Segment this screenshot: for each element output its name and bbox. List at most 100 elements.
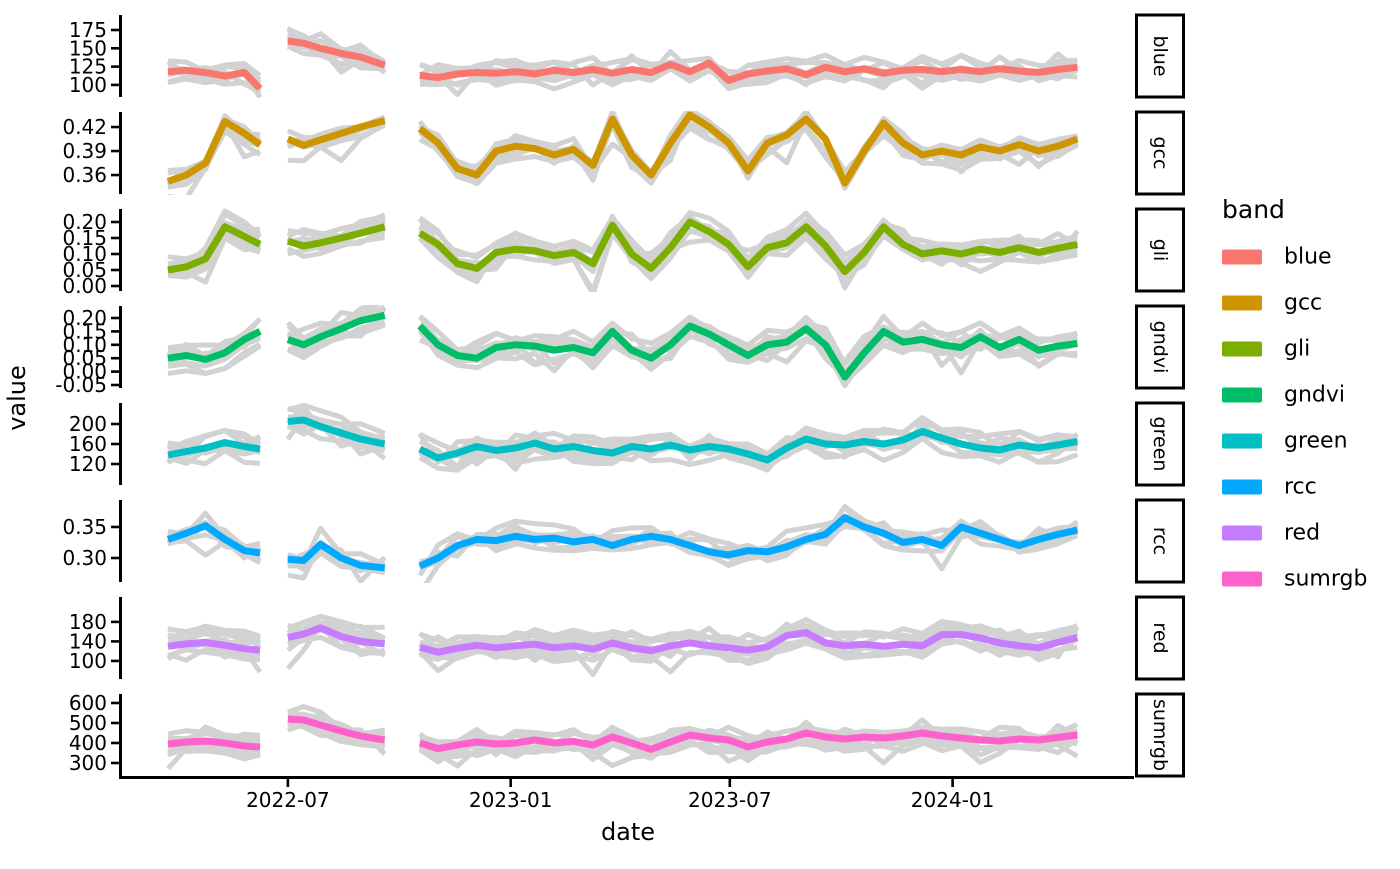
series-group bbox=[166, 402, 1079, 473]
legend-label: red bbox=[1284, 521, 1320, 546]
x-tick-label: 2023-01 bbox=[469, 788, 553, 812]
y-axis-title: value bbox=[3, 365, 31, 431]
y-tick-label: 300 bbox=[69, 751, 107, 775]
y-tick-label: 120 bbox=[69, 452, 107, 476]
legend-item-blue: blue bbox=[1222, 245, 1332, 270]
y-tick-label: 0.42 bbox=[62, 115, 107, 139]
legend-item-gcc: gcc bbox=[1222, 291, 1322, 316]
legend-label: blue bbox=[1284, 245, 1332, 270]
series-line-gndvi bbox=[167, 311, 1078, 381]
series-group bbox=[166, 26, 1079, 98]
y-tick-label: 0.10 bbox=[62, 333, 107, 357]
x-axis-title: date bbox=[601, 818, 655, 846]
facet-strip-box bbox=[1135, 692, 1185, 778]
y-tick-label: 140 bbox=[69, 629, 107, 653]
y-tick-label: 150 bbox=[69, 36, 107, 60]
facet-strip-label: gndvi bbox=[1149, 321, 1171, 374]
y-tick-label: 125 bbox=[69, 55, 107, 79]
facet-panel-gcc: 0.360.390.42 bbox=[62, 111, 1079, 195]
facet-strip-blue: blue bbox=[1135, 13, 1185, 99]
series-line-red bbox=[167, 624, 1079, 656]
y-tick-label: 0.05 bbox=[62, 258, 107, 282]
y-tick-label: 180 bbox=[69, 610, 107, 634]
y-tick-label: 160 bbox=[69, 432, 107, 456]
y-tick-label: 0.15 bbox=[62, 226, 107, 250]
x-tick-label: 2022-07 bbox=[246, 788, 330, 812]
legend-key-gndvi bbox=[1222, 387, 1262, 403]
x-tick-label: 2023-07 bbox=[688, 788, 772, 812]
y-tick-label: 0.00 bbox=[62, 274, 107, 298]
legend-label: gli bbox=[1284, 337, 1310, 362]
facet-strip-label: sumrgb bbox=[1149, 699, 1171, 771]
y-tick-label: 100 bbox=[69, 73, 107, 97]
facet-strip-rcc: rcc bbox=[1135, 498, 1185, 584]
legend-key-green bbox=[1222, 433, 1262, 449]
facet-strip-box bbox=[1135, 110, 1185, 196]
facet-strip-gcc: gcc bbox=[1135, 110, 1185, 196]
series-line-green bbox=[167, 416, 1078, 464]
facet-strip-box bbox=[1135, 498, 1185, 584]
series-group bbox=[166, 613, 1080, 678]
series-line-rcc bbox=[166, 514, 1079, 572]
y-tick-label: 0.39 bbox=[62, 139, 107, 163]
facet-strip-box bbox=[1135, 207, 1185, 293]
series-group bbox=[166, 504, 1079, 583]
y-tick-label: 0.20 bbox=[62, 306, 107, 330]
legend-title: band bbox=[1222, 195, 1285, 224]
series-group bbox=[166, 704, 1079, 771]
y-tick-label: 0.00 bbox=[62, 360, 107, 384]
facet-panel-gli: 0.000.050.100.150.20 bbox=[62, 208, 1080, 298]
series-group bbox=[167, 208, 1080, 292]
legend-label: green bbox=[1284, 429, 1348, 454]
facet-strip-sumrgb: sumrgb bbox=[1135, 692, 1185, 778]
background-series-line bbox=[167, 402, 1078, 465]
y-tick-label: 0.05 bbox=[62, 346, 107, 370]
legend-key-blue bbox=[1222, 249, 1262, 265]
legend-key-gcc bbox=[1222, 295, 1262, 311]
facet-strip-gli: gli bbox=[1135, 207, 1185, 293]
legend: blue gcc gli gndvi green rcc red sumrgb bbox=[1222, 245, 1367, 592]
legend-label: gcc bbox=[1284, 291, 1322, 316]
series-line-sumrgb bbox=[167, 715, 1078, 753]
y-tick-label: 0.15 bbox=[62, 319, 107, 343]
legend-item-red: red bbox=[1222, 521, 1320, 546]
background-series-line bbox=[167, 227, 1078, 292]
x-tick-label: 2024-01 bbox=[911, 788, 995, 812]
series-group bbox=[166, 111, 1079, 195]
y-tick-label: 100 bbox=[69, 649, 107, 673]
legend-label: sumrgb bbox=[1284, 567, 1367, 592]
facet-strip-box bbox=[1135, 401, 1185, 487]
y-tick-label: 0.20 bbox=[62, 210, 107, 234]
y-tick-label: 400 bbox=[69, 731, 107, 755]
facet-strip-label: green bbox=[1149, 417, 1171, 472]
facet-panel-rcc: 0.30 0.35 bbox=[62, 500, 1079, 583]
legend-item-gli: gli bbox=[1222, 337, 1310, 362]
legend-key-gli bbox=[1222, 341, 1262, 357]
y-tick-label: 0.35 bbox=[62, 515, 107, 539]
y-tick-label: 0.30 bbox=[62, 546, 107, 570]
legend-item-rcc: rcc bbox=[1222, 475, 1317, 500]
facet-strip-box bbox=[1135, 595, 1185, 681]
y-tick-label: 175 bbox=[69, 18, 107, 42]
facet-panels: 1001251501750.360.390.420.000.050.100.15… bbox=[55, 15, 1080, 776]
y-tick-label: 600 bbox=[69, 691, 107, 715]
legend-key-red bbox=[1222, 525, 1262, 541]
facet-strip-label: rcc bbox=[1149, 527, 1171, 555]
series-group bbox=[166, 305, 1079, 389]
facet-strip-label: blue bbox=[1149, 35, 1171, 76]
background-series-line bbox=[166, 720, 1078, 771]
series-line-gli bbox=[167, 218, 1078, 276]
facet-strip-red: red bbox=[1135, 595, 1185, 681]
series-line-gcc bbox=[166, 111, 1079, 187]
facet-strip-label: gcc bbox=[1149, 137, 1171, 170]
legend-item-gndvi: gndvi bbox=[1222, 383, 1345, 408]
legend-label: gndvi bbox=[1284, 383, 1345, 408]
facet-strip-label: red bbox=[1149, 622, 1171, 653]
y-tick-label: 500 bbox=[69, 711, 107, 735]
legend-item-green: green bbox=[1222, 429, 1348, 454]
legend-label: rcc bbox=[1284, 475, 1317, 500]
facet-strip-label: gli bbox=[1149, 239, 1171, 262]
